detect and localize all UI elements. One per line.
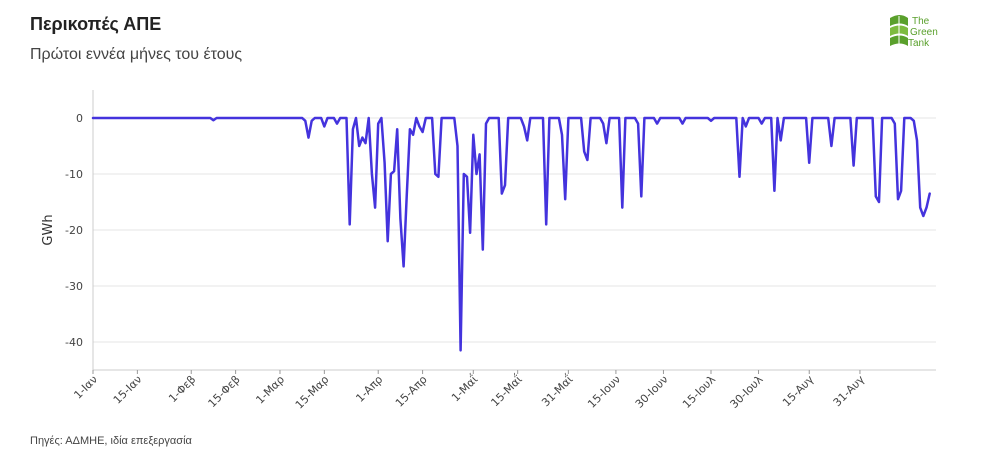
x-tick-label: 30-Ιουν [633, 373, 671, 411]
x-tick-label: 1-Φεβ [166, 373, 198, 405]
y-tick-label: -10 [65, 168, 83, 181]
x-axis: 1-Ιαν 15-Ιαν 1-Φεβ 15-Φεβ 1-Μαρ 15-Μαρ 1-Απρ 15… [71, 370, 867, 412]
y-tick-label: -20 [65, 224, 83, 237]
x-tick-label: 1-Μαρ [253, 373, 287, 407]
y-axis-label: GWh [41, 214, 56, 245]
x-tick-label: 15-Φεβ [206, 373, 243, 410]
x-tick-label: 15-Μαρ [293, 373, 332, 412]
y-tick-label: -30 [65, 280, 83, 293]
y-axis: 0 -10 -20 -30 -40 [65, 112, 83, 349]
the-green-tank-logo: The Green Tank [890, 15, 938, 49]
chart-title: Περικοπές ΑΠΕ [30, 14, 162, 34]
x-tick-label: 15-Ιουλ [680, 373, 718, 411]
grid-lines [92, 90, 936, 371]
x-tick-label: 31-Μαΐ [538, 372, 575, 409]
x-tick-label: 15-Μαΐ [488, 372, 525, 409]
source-note: Πηγές: ΑΔΜΗΕ, ιδία επεξεργασία [30, 435, 192, 447]
x-tick-label: 1-Μαΐ [448, 372, 480, 404]
x-tick-label: 15-Απρ [393, 373, 430, 410]
x-tick-label: 15-Αυγ [780, 373, 817, 410]
series-line [91, 116, 931, 352]
x-tick-label: 15-Ιαν [111, 373, 145, 407]
x-tick-label: 31-Αυγ [831, 373, 868, 410]
chart-subtitle: Πρώτοι εννέα μήνες του έτους [30, 46, 243, 63]
y-tick-label: -40 [65, 336, 83, 349]
y-tick-label: 0 [76, 112, 83, 125]
logo-line3: Tank [908, 38, 930, 49]
leaf-icon [890, 15, 908, 46]
x-tick-label: 1-Ιαν [71, 373, 100, 402]
x-tick-label: 30-Ιουλ [728, 373, 766, 411]
logo-line2: Green [910, 27, 938, 38]
x-tick-label: 1-Απρ [353, 373, 385, 405]
logo-line1: The [912, 16, 930, 27]
x-tick-label: 15-Ιουν [585, 373, 623, 411]
